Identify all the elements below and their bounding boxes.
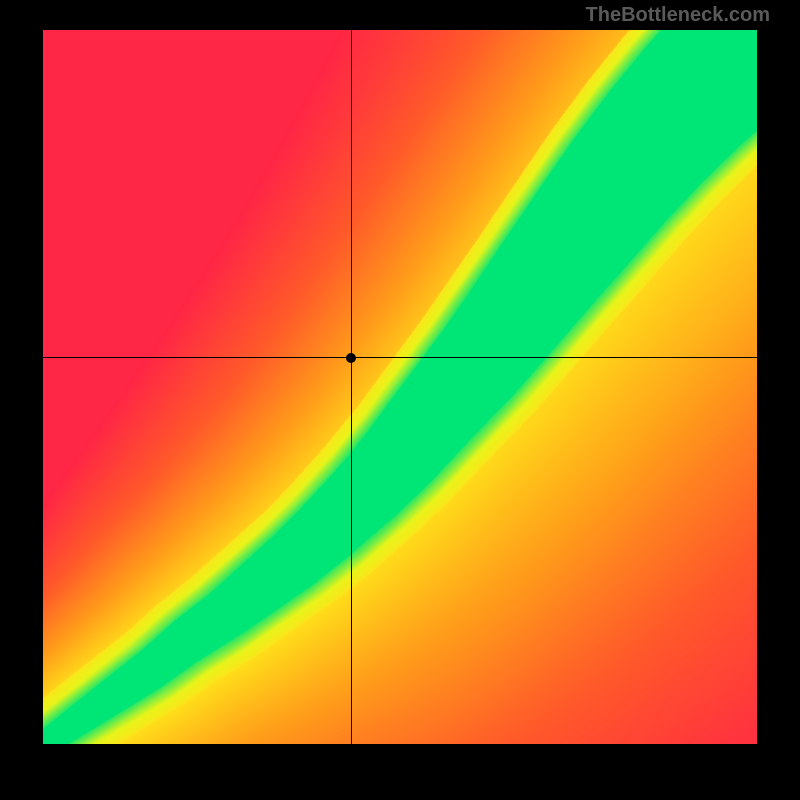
crosshair-horizontal-line	[43, 357, 757, 358]
crosshair-marker-dot	[346, 353, 356, 363]
heatmap-canvas	[43, 30, 757, 744]
watermark-text: TheBottleneck.com	[586, 4, 770, 27]
bottleneck-heatmap-chart	[43, 30, 757, 744]
crosshair-vertical-line	[351, 30, 352, 744]
